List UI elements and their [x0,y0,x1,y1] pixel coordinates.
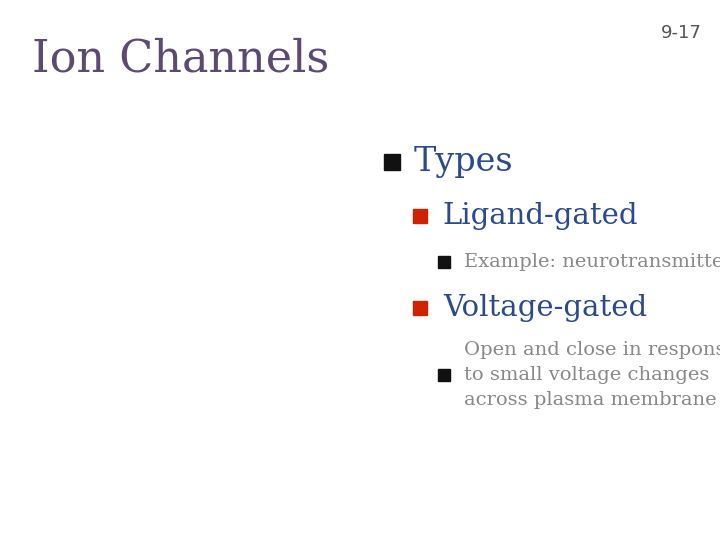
Text: Ion Channels: Ion Channels [32,38,330,81]
Text: 9-17: 9-17 [661,24,702,42]
Text: Voltage-gated: Voltage-gated [443,294,647,322]
Text: Ligand-gated: Ligand-gated [443,202,639,230]
Text: Example: neurotransmitters: Example: neurotransmitters [464,253,720,271]
Text: Open and close in response
to small voltage changes
across plasma membrane: Open and close in response to small volt… [464,341,720,409]
Text: Types: Types [414,146,513,178]
